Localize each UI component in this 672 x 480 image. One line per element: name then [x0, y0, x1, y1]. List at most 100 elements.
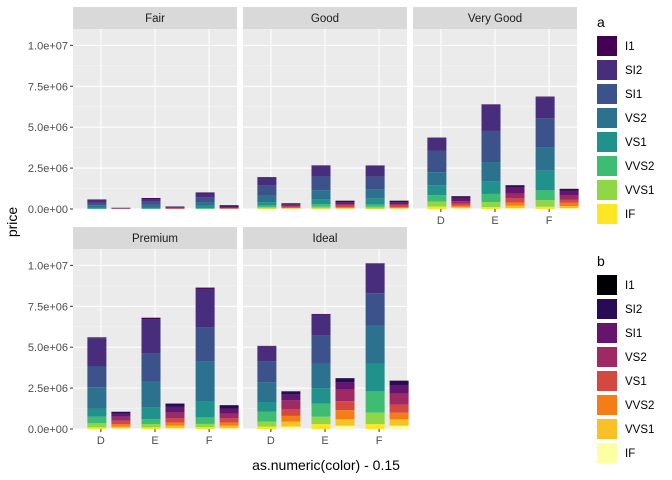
bar-segment-a-vs2	[365, 325, 385, 364]
bar-segment-a-vs2	[481, 162, 501, 182]
bar-segment-b-vvs1	[281, 421, 301, 427]
bar-segment-b-if	[335, 425, 355, 429]
bar-segment-a-if	[257, 426, 277, 429]
bar-segment-a-vs2	[141, 381, 161, 408]
bar-segment-a-si1	[195, 327, 215, 362]
legend-key	[597, 108, 617, 128]
bar-segment-a-i1	[141, 317, 161, 320]
bar-segment-a-vvs2	[257, 205, 277, 208]
x-tick-label: F	[206, 435, 213, 447]
bar-segment-b-if	[559, 208, 579, 209]
bar-segment-a-si1	[257, 361, 277, 383]
legend-label: VVS1	[625, 185, 654, 197]
facets-layer: Fair 0.0e+00 2.5e+06 5.0e+06 7.5e+06 1.0e+07 G…	[28, 7, 579, 447]
bar-segment-b-si2	[335, 200, 355, 203]
facet-strip	[73, 7, 237, 29]
bar-segment-a-vs1	[141, 407, 161, 420]
x-tick-label: D	[97, 435, 105, 447]
bar-segment-a-vs2	[195, 361, 215, 402]
bar-segment-a-vvs2	[141, 419, 161, 425]
legend-label: SI1	[625, 89, 642, 101]
bar-segment-b-vs1	[389, 404, 409, 413]
facet-strip-label: Fair	[145, 13, 165, 25]
y-tick-label: 5.0e+06	[28, 342, 68, 354]
y-tick-label: 1.0e+07	[28, 260, 68, 272]
facet-panel-fair: Fair 0.0e+00 2.5e+06 5.0e+06 7.5e+06 1.0e+07	[28, 7, 239, 216]
bar-segment-b-vs2	[389, 204, 409, 206]
x-tick-label: F	[376, 435, 383, 447]
facet-panel-ideal: Ideal D E F	[243, 227, 409, 447]
bar-segment-b-vs1	[559, 199, 579, 203]
y-tick-label: 5.0e+06	[28, 122, 68, 134]
bar-segment-b-si1	[219, 408, 239, 414]
bar-segment-b-vs2	[219, 413, 239, 419]
bar-segment-a-vs2	[427, 172, 447, 186]
bar-segment-b-vs2	[451, 201, 471, 204]
bar-segment-a-si2	[311, 314, 331, 336]
bar-segment-b-si1	[505, 187, 525, 194]
bar-segment-a-vvs1	[87, 423, 107, 428]
bar-segment-b-si2	[451, 196, 471, 198]
bar-segment-b-if	[219, 428, 239, 429]
legend-label: VS2	[625, 352, 647, 364]
bar-segment-b-si1	[111, 413, 131, 417]
bar-segment-a-si2	[535, 97, 555, 119]
legend-key	[597, 84, 617, 104]
bar-segment-a-vs2	[87, 387, 107, 409]
facet-panel-very-good: Very Good D E F	[413, 7, 579, 227]
bar-segment-b-vvs1	[219, 425, 239, 429]
bar-segment-a-si2	[195, 193, 215, 198]
bar-segment-b-vvs2	[451, 205, 471, 207]
bar-segment-b-vs1	[335, 401, 355, 411]
bar-segment-a-vs1	[87, 207, 107, 209]
bar-segment-a-vs1	[257, 202, 277, 206]
bar-segment-a-si2	[365, 165, 385, 177]
bar-segment-b-vvs1	[111, 426, 131, 429]
bar-segment-b-if	[281, 426, 301, 429]
bar-segment-b-vvs1	[451, 206, 471, 209]
bar-segment-a-vvs1	[311, 206, 331, 209]
bar-segment-a-vvs2	[535, 190, 555, 201]
bar-segment-b-vvs2	[281, 207, 301, 209]
bar-segment-a-si2	[257, 346, 277, 362]
bar-segment-a-vs2	[257, 195, 277, 203]
bar-segment-b-si2	[111, 411, 131, 414]
bar-segment-b-vvs1	[389, 419, 409, 426]
bar-segment-b-si2	[335, 378, 355, 383]
bar-segment-a-vs2	[87, 205, 107, 208]
bar-segment-b-vs2	[281, 400, 301, 410]
bar-segment-b-si2	[281, 391, 301, 395]
x-tick-label: E	[491, 215, 498, 227]
bar-segment-a-vs1	[195, 401, 215, 418]
bar-segment-a-if	[257, 208, 277, 209]
legend-title: b	[597, 253, 605, 269]
legend-layer: a I1 SI2 SI1 VS2 VS1 VVS2 VVS1 IF b I1 SI2 SI1 VS2 VS1…	[597, 14, 654, 463]
legend-label: SI2	[625, 65, 642, 77]
facet-panel-premium: Premium 0.0e+00 2.5e+06 5.0e+06 7.5e+06 1.0e+…	[28, 227, 239, 447]
legend-b: b I1 SI2 SI1 VS2 VS1 VVS2 VVS1 IF	[597, 253, 654, 463]
bar-segment-b-si1	[281, 204, 301, 206]
bar-segment-b-vs1	[219, 418, 239, 423]
bar-segment-b-if	[111, 428, 131, 429]
legend-label: SI2	[625, 304, 642, 316]
legend-label: IF	[625, 448, 635, 460]
bar-segment-a-vvs2	[195, 208, 215, 209]
legend-label: I1	[625, 280, 635, 292]
y-tick-label: 2.5e+06	[28, 383, 68, 395]
bar-segment-b-vvs1	[165, 425, 185, 429]
legend-key	[597, 299, 617, 319]
bar-segment-b-si1	[335, 382, 355, 390]
bar-segment-b-si1	[165, 406, 185, 413]
legend-key	[597, 443, 617, 463]
bar-segment-a-vs2	[535, 147, 555, 171]
bar-segment-a-if	[195, 427, 215, 429]
bar-segment-a-vvs1	[257, 421, 277, 427]
bar-segment-a-si2	[141, 199, 161, 202]
bar-segment-b-si1	[389, 385, 409, 394]
facet-strip-label: Good	[311, 13, 339, 25]
legend-key	[597, 395, 617, 415]
bar-segment-a-vvs1	[481, 202, 501, 208]
bar-segment-a-vs1	[87, 408, 107, 417]
bar-segment-a-vvs1	[535, 200, 555, 207]
bar-segment-b-vs1	[389, 205, 409, 208]
